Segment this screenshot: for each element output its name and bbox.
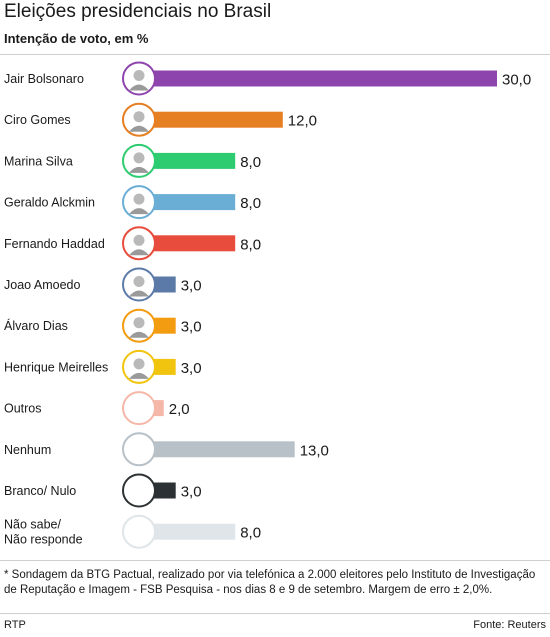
category-label: Marina Silva [4,154,73,168]
category-label: Jair Bolsonaro [4,72,84,86]
value-label: 13,0 [300,442,329,459]
bar [140,235,236,252]
bar-row: Joao Amoedo 3,0 [4,267,202,302]
avatar-circle [122,473,156,508]
person-head [133,70,145,81]
bar [140,194,236,211]
value-label: 12,0 [288,113,317,130]
category-label: Fernando Haddad [4,237,105,251]
bar [140,441,295,458]
person-icon [129,276,149,297]
category-label: Nenhum [4,443,51,457]
category-label: Henrique Meirelles [4,360,108,374]
bar-row: Henrique Meirelles 3,0 [4,349,202,384]
bar-row: Ciro Gomes 12,0 [4,102,317,137]
person-head [133,317,145,329]
person-body [129,84,149,91]
bar-row: Outros 2,0 [4,391,190,426]
person-body [129,208,149,215]
footnote: * Sondagem da BTG Pactual, realizado por… [4,569,536,596]
value-label: 3,0 [181,360,202,377]
bar [140,70,497,87]
bar [140,523,236,540]
category-label: Outros [4,402,42,416]
category-label: Branco/ Nulo [4,484,76,498]
category-label: Não sabe/Não responde [4,518,83,547]
person-icon [129,111,149,132]
value-label: 3,0 [181,319,202,336]
person-icon [129,152,149,173]
value-label: 3,0 [181,278,202,295]
bar [140,111,283,128]
bar-row: Álvaro Dias 3,0 [4,308,202,343]
person-head [133,111,145,123]
person-head [133,276,145,287]
footer-divider [0,613,550,614]
bar-row: Jair Bolsonaro 30,0 [4,61,531,96]
bar-row: Fernando Haddad 8,0 [4,226,261,261]
person-body [129,166,149,173]
category-label: Álvaro Dias [4,318,68,333]
bar-row: Não sabe/Não responde 8,0 [4,514,261,549]
category-label-line: Não responde [4,533,83,547]
bar-row: Geraldo Alckmin 8,0 [4,185,261,220]
top-divider [0,54,550,55]
value-label: 30,0 [502,72,531,89]
person-body [129,372,149,379]
bar-row: Branco/ Nulo 3,0 [4,473,202,508]
bar-row: Marina Silva 8,0 [4,143,261,178]
bar-row: Nenhum 13,0 [4,432,329,467]
value-label: 8,0 [240,195,261,212]
category-label: Ciro Gomes [4,113,71,127]
avatar-circle [122,432,156,467]
person-body [129,125,149,132]
person-head [133,358,145,370]
chart-subtitle: Intenção de voto, em % [4,31,149,46]
avatar-circle [122,514,156,549]
category-label: Joao Amoedo [4,278,80,292]
category-label-line: Não sabe/ [4,518,62,532]
person-head [133,193,145,205]
value-label: 3,0 [181,484,202,501]
credit-text: RTP [4,619,26,631]
person-icon [129,317,149,338]
value-label: 2,0 [169,401,190,418]
chart-title: Eleições presidenciais no Brasil [4,1,272,22]
bottom-divider [0,560,550,561]
value-label: 8,0 [240,525,261,542]
person-body [129,249,149,256]
person-head [133,152,145,164]
value-label: 8,0 [240,236,261,253]
value-label: 8,0 [240,154,261,171]
person-icon [129,358,149,379]
bar [140,152,236,169]
person-body [129,331,149,338]
category-label: Geraldo Alckmin [4,196,95,210]
bar-chart: Jair Bolsonaro 30,0 Ciro Gomes 12,0 Marina S… [4,61,531,549]
person-icon [129,70,149,91]
avatar-circle [122,391,156,426]
person-body [129,290,149,297]
person-icon [129,193,149,215]
person-icon [129,234,149,256]
person-head [133,234,145,246]
source-text: Fonte: Reuters [473,619,546,631]
